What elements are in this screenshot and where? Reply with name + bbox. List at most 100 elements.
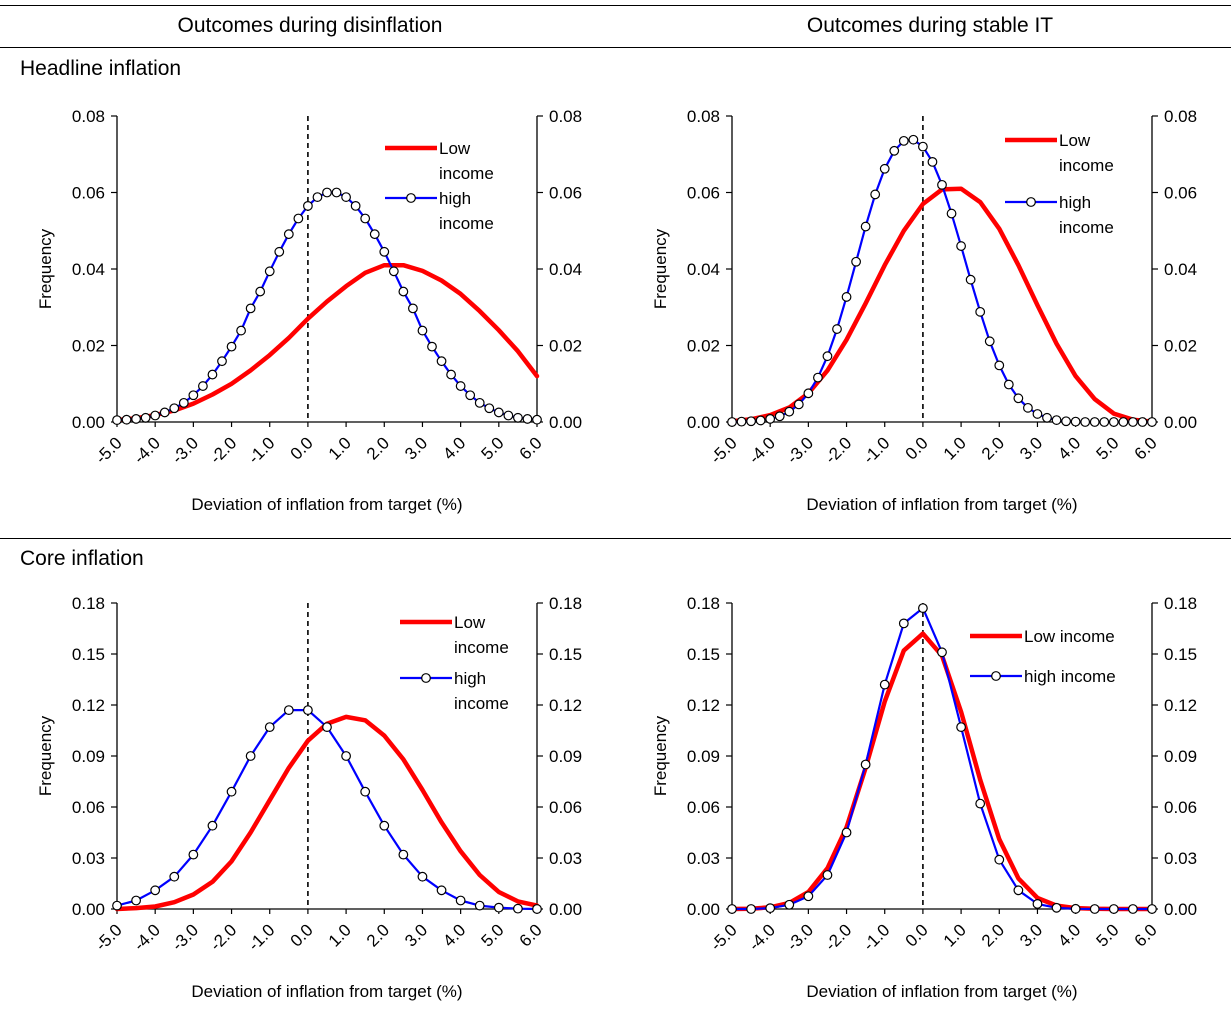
legend-marker-high-income [1026, 197, 1036, 207]
data-point-high-income [150, 410, 161, 421]
legend-label: income [439, 214, 494, 233]
data-point-high-income [1118, 417, 1129, 427]
data-point-high-income [360, 213, 371, 224]
data-point-high-income [765, 903, 776, 914]
data-point-high-income [898, 618, 909, 629]
data-point-high-income [1032, 409, 1043, 419]
x-tick-label: -2.0 [821, 433, 855, 467]
x-tick-label: -3.0 [168, 920, 202, 954]
column-header-stable-it: Outcomes during stable IT [806, 14, 1054, 37]
y-tick-label-right: 0.06 [549, 798, 582, 817]
x-tick-label: 6.0 [1131, 433, 1161, 463]
x-tick-label: 6.0 [516, 920, 546, 950]
y-tick-label-right: 0.00 [549, 413, 582, 432]
x-tick-label: 6.0 [516, 433, 546, 463]
y-tick-label-right: 0.02 [549, 337, 582, 356]
x-tick-label: -1.0 [244, 920, 278, 954]
legend-label: Low [439, 139, 471, 158]
x-tick-label: 1.0 [940, 433, 970, 463]
data-point-high-income [188, 390, 199, 401]
data-point-high-income [264, 266, 275, 277]
y-tick-label-right: 0.00 [1164, 413, 1197, 432]
data-point-high-income [532, 414, 542, 425]
data-point-high-income [513, 903, 523, 914]
x-tick-label: 3.0 [1016, 433, 1046, 463]
y-tick-label-left: 0.15 [687, 645, 720, 664]
x-tick-label: 3.0 [1016, 920, 1046, 950]
y-axis-title: Frequency [651, 715, 670, 796]
data-point-high-income [474, 397, 485, 408]
x-tick-label: 3.0 [401, 920, 431, 950]
data-point-high-income [1070, 903, 1081, 914]
y-tick-label-left: 0.06 [687, 184, 720, 203]
y-tick-label-left: 0.00 [687, 900, 720, 919]
legend-label: high [439, 189, 471, 208]
data-point-high-income [112, 900, 122, 911]
y-tick-label-left: 0.06 [72, 184, 105, 203]
data-point-high-income [879, 163, 890, 174]
data-point-high-income [956, 241, 966, 251]
data-point-high-income [207, 369, 218, 380]
y-tick-label-left: 0.03 [687, 849, 720, 868]
data-point-high-income [455, 895, 466, 906]
y-tick-label-left: 0.09 [72, 747, 105, 766]
data-point-high-income [1147, 417, 1157, 427]
y-tick-label-left: 0.06 [687, 798, 720, 817]
x-axis-title: Deviation of inflation from target (%) [191, 495, 462, 514]
y-tick-label-right: 0.08 [1164, 107, 1197, 126]
data-point-high-income [956, 722, 966, 732]
x-tick-label: 2.0 [978, 920, 1008, 950]
series-line-low-income [114, 714, 540, 912]
x-tick-label: -3.0 [168, 433, 202, 467]
y-tick-label-right: 0.09 [549, 747, 582, 766]
x-tick-label: 1.0 [940, 920, 970, 950]
row-label-core: Core inflation [20, 547, 144, 570]
data-point-high-income [474, 900, 485, 911]
y-tick-label-left: 0.18 [72, 594, 105, 613]
x-tick-label: 0.0 [287, 920, 317, 950]
row-label-headline: Headline inflation [20, 57, 182, 80]
data-point-high-income [417, 325, 428, 336]
y-tick-label-left: 0.03 [72, 849, 105, 868]
x-tick-label: -3.0 [783, 920, 817, 954]
legend-label: income [1059, 156, 1114, 175]
legend-marker-high-income [421, 673, 431, 683]
data-point-high-income [274, 246, 285, 257]
data-point-high-income [493, 407, 504, 418]
data-point-high-income [1089, 904, 1100, 914]
y-tick-label-right: 0.12 [549, 696, 582, 715]
data-point-high-income [822, 351, 833, 362]
x-tick-label: -4.0 [130, 433, 164, 467]
y-tick-label-left: 0.06 [72, 798, 105, 817]
series-line-high-income [115, 708, 539, 911]
chart-panel-headline-disinflation: 0.00 0.00 0.02 0.02 0.04 0.04 0.06 0.06 0.08 0.08… [36, 107, 582, 514]
data-point-high-income [975, 798, 986, 809]
data-point-high-income [727, 904, 737, 914]
data-point-high-income [398, 849, 409, 860]
y-tick-label-left: 0.15 [72, 645, 105, 664]
y-tick-label-right: 0.06 [549, 184, 582, 203]
y-tick-label-right: 0.18 [549, 594, 582, 613]
x-tick-label: 4.0 [439, 433, 469, 463]
data-point-high-income [851, 256, 861, 267]
data-point-high-income [984, 336, 995, 347]
data-point-high-income [918, 603, 928, 613]
legend-marker-high-income [991, 671, 1001, 681]
legend-label: high income [1024, 667, 1116, 686]
data-point-high-income [322, 187, 332, 198]
data-point-high-income [198, 381, 208, 391]
data-point-high-income [264, 722, 275, 732]
data-point-high-income [937, 179, 947, 190]
data-point-high-income [822, 870, 833, 880]
data-point-high-income [388, 266, 399, 277]
data-point-high-income [793, 399, 804, 410]
y-tick-label-left: 0.09 [687, 747, 720, 766]
chart-panel-core-stable: 0.00 0.00 0.03 0.03 0.06 0.06 0.09 0.09 0.12 0.12… [651, 594, 1197, 1001]
data-point-high-income [1128, 417, 1138, 427]
data-point-high-income [398, 286, 409, 297]
data-point-high-income [1013, 393, 1024, 404]
y-tick-label-right: 0.04 [549, 260, 582, 279]
data-point-high-income [226, 341, 237, 352]
legend-marker-high-income [406, 193, 416, 203]
